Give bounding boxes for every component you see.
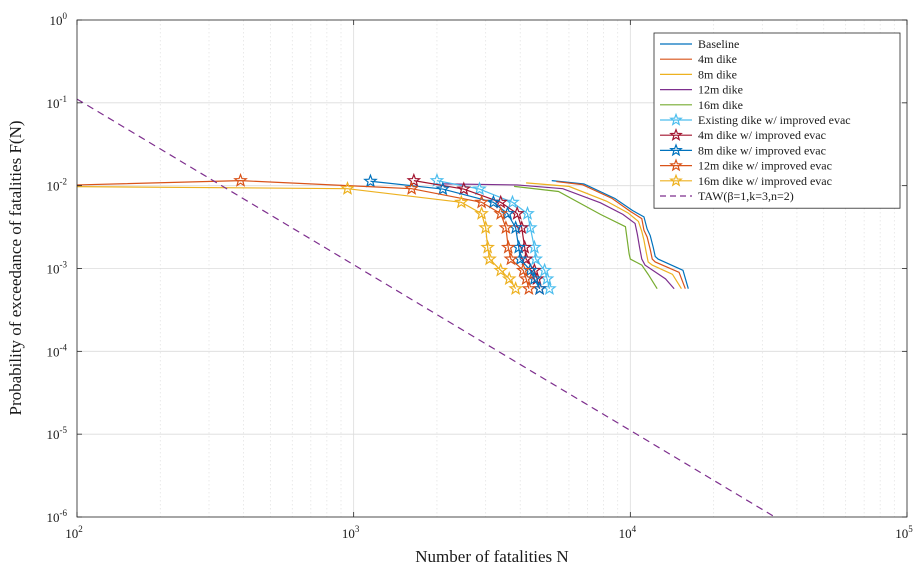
x-axis-label: Number of fatalities N	[415, 547, 568, 566]
legend-label: Baseline	[698, 37, 739, 51]
y-tick-label: 10-3	[47, 260, 68, 277]
y-tick-label: 10-2	[47, 177, 68, 194]
data-point-star	[493, 205, 509, 220]
legend-box	[653, 32, 901, 209]
data-point-star	[482, 251, 497, 266]
legend-label: 16m dike	[698, 98, 743, 112]
y-tick-label: 10-6	[47, 508, 68, 525]
data-point-star	[503, 251, 519, 266]
legend-label: 8m dike	[698, 67, 737, 81]
data-point-star	[406, 172, 422, 187]
series-line	[514, 185, 658, 290]
legend-label: 12m dike	[698, 83, 743, 97]
x-tick-label: 102	[65, 524, 83, 541]
data-point-star	[486, 194, 501, 209]
series-2	[526, 182, 682, 290]
data-point-star	[435, 181, 451, 196]
axis-ticks: 102 103 104 105 100 10-1 10-2 10-3 10-4 10-5 10-6	[47, 11, 914, 541]
series-line	[526, 182, 682, 290]
series-line	[77, 98, 776, 517]
y-axis-label: Probability of exceedance of fatalities …	[6, 120, 25, 415]
data-point-star	[454, 194, 469, 209]
data-point-star	[474, 205, 489, 220]
series-3	[442, 183, 675, 290]
series-line	[556, 180, 686, 289]
data-point-star	[474, 194, 489, 209]
series-0	[551, 180, 689, 289]
x-tick-label: 105	[895, 524, 913, 541]
legend-marker-star	[669, 112, 683, 126]
legend-label: 8m dike w/ improved evac	[698, 143, 826, 157]
data-point-star	[505, 194, 520, 209]
data-point-star	[472, 181, 487, 196]
series-line	[77, 185, 517, 290]
series-group	[77, 98, 776, 517]
series-line	[551, 180, 689, 289]
data-point-star	[429, 172, 445, 187]
series-9	[77, 180, 523, 295]
y-tick-label: 10-4	[47, 342, 68, 359]
series-10	[77, 98, 776, 517]
data-point-star	[515, 262, 531, 277]
data-point-star	[480, 239, 495, 254]
series-1	[556, 180, 686, 289]
data-point-star	[501, 271, 517, 286]
legend-marker-star	[669, 127, 683, 142]
y-tick-label: 10-1	[47, 94, 68, 111]
series-line	[413, 180, 541, 289]
data-point-star	[521, 281, 537, 295]
data-point-star	[233, 172, 248, 187]
data-point-star	[456, 181, 472, 196]
data-point-star	[478, 220, 494, 235]
legend-label: 16m dike w/ improved evac	[698, 174, 832, 188]
x-tick-label: 104	[619, 524, 637, 541]
data-point-star	[508, 281, 523, 295]
legend-marker-star	[669, 158, 683, 172]
legend-label: TAW(β=1,k=3,n=2)	[698, 189, 794, 203]
y-tick-label: 100	[50, 11, 68, 28]
y-tick-label: 10-5	[47, 425, 68, 442]
data-point-star	[404, 180, 419, 195]
legend-label: 12m dike w/ improved evac	[698, 159, 832, 173]
series-line	[442, 183, 675, 290]
data-point-star	[340, 180, 355, 195]
series-4	[514, 185, 658, 290]
data-point-star	[500, 239, 516, 254]
legend-marker-star	[669, 143, 683, 157]
legend-label: 4m dike	[698, 52, 737, 66]
legend-marker-star	[669, 173, 683, 187]
series-8	[77, 172, 537, 295]
legend-label: Existing dike w/ improved evac	[698, 113, 851, 127]
legend-label: 4m dike w/ improved evac	[698, 128, 826, 142]
plot-frame	[76, 19, 908, 518]
data-point-star	[518, 271, 534, 286]
x-tick-label: 103	[342, 524, 360, 541]
data-point-star	[363, 173, 378, 188]
data-point-star	[493, 262, 509, 277]
data-point-star	[498, 220, 514, 235]
